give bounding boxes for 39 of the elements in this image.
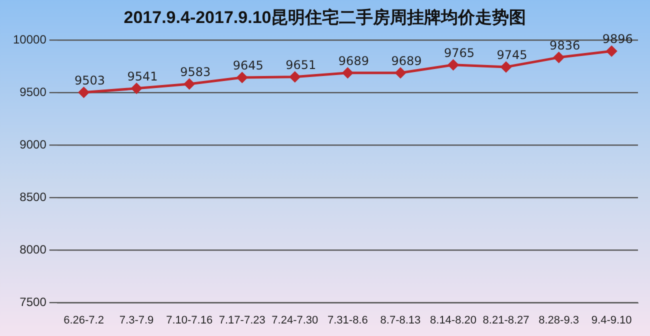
y-tick-label: 7500 [20, 295, 47, 310]
y-tick-label: 8500 [20, 190, 47, 204]
y-tick-label: 8000 [20, 242, 47, 257]
chart-title: 2017.9.4-2017.9.10昆明住宅二手房周挂牌均价走势图 [122, 7, 528, 29]
point [342, 68, 353, 78]
x-tick-label: 7.17-7.23 [218, 314, 266, 326]
data-label: 9583 [180, 65, 211, 80]
point [395, 68, 406, 78]
y-tick-label: 9000 [20, 138, 47, 152]
point [606, 46, 617, 56]
y-tick-label: 10000 [12, 32, 47, 47]
x-tick-label: 8.28-9.3 [538, 314, 580, 326]
x-tick-label: 8.14-8.20 [430, 314, 476, 326]
x-tick-label: 9.4-9.10 [591, 314, 632, 326]
data-label: 9689 [391, 54, 422, 68]
point [236, 72, 248, 83]
x-tick-label: 7.24-7.30 [272, 314, 318, 326]
data-label: 9689 [338, 54, 369, 68]
point [78, 87, 90, 98]
data-label: 9503 [74, 74, 106, 88]
x-tick-label: 6.26-7.2 [64, 314, 104, 326]
data-label: 9645 [232, 58, 264, 73]
point [500, 62, 512, 72]
point [448, 60, 459, 70]
x-tick-label: 8.21-8.27 [482, 314, 530, 326]
point [131, 83, 142, 94]
x-tick-label: 7.10-7.16 [166, 314, 213, 326]
x-tick-label: 7.31-8.6 [327, 314, 368, 326]
data-label: 9836 [550, 38, 580, 53]
point [184, 78, 195, 90]
point [290, 72, 300, 82]
data-label: 9651 [286, 58, 316, 72]
y-tick-label: 9500 [20, 85, 47, 100]
x-tick-label: 8.7-8.13 [380, 314, 421, 326]
data-label: 9541 [127, 70, 158, 84]
data-label: 9745 [496, 48, 528, 62]
data-label: 9765 [444, 46, 475, 60]
x-tick-label: 7.3-7.9 [119, 314, 154, 326]
point [554, 52, 564, 63]
